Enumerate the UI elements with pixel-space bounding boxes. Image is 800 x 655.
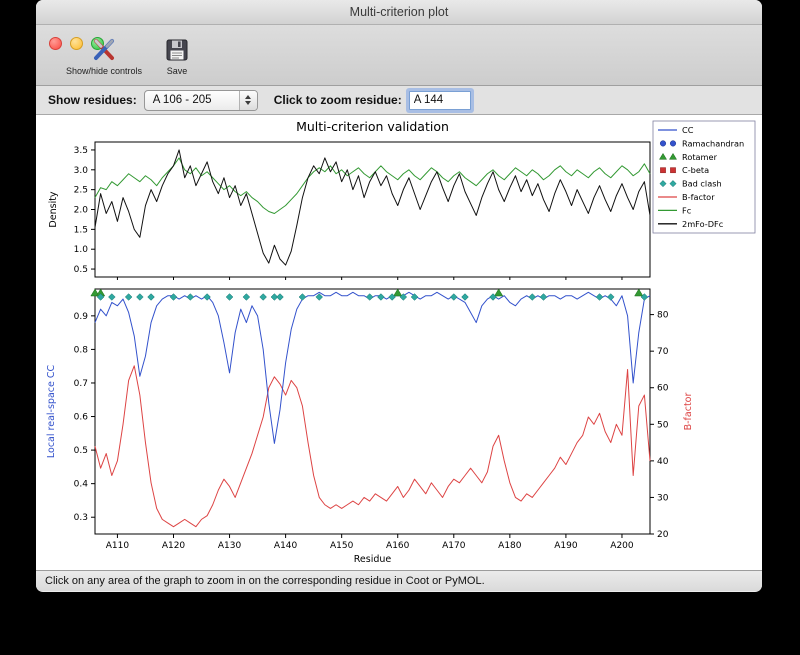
svg-text:1.5: 1.5 bbox=[74, 225, 88, 235]
show-residues-label: Show residues: bbox=[48, 93, 137, 107]
svg-text:50: 50 bbox=[657, 420, 669, 430]
svg-text:0.4: 0.4 bbox=[74, 480, 89, 490]
svg-text:A110: A110 bbox=[106, 541, 130, 551]
plot-panel: Multi-criterion validation 0.5 1.0 1.5 2.0 2.… bbox=[36, 115, 762, 570]
svg-text:0.6: 0.6 bbox=[74, 413, 89, 423]
svg-text:Ramachandran: Ramachandran bbox=[682, 138, 744, 148]
show-hide-controls-label: Show/hide controls bbox=[65, 66, 143, 76]
svg-text:40: 40 bbox=[657, 457, 669, 467]
residue-range-value: A 106 - 205 bbox=[152, 94, 212, 106]
outlier-markers bbox=[90, 288, 649, 301]
window-title: Multi-criterion plot bbox=[349, 5, 449, 19]
svg-text:60: 60 bbox=[657, 384, 669, 394]
svg-text:A160: A160 bbox=[386, 541, 410, 551]
save-button[interactable]: Save bbox=[154, 37, 200, 76]
svg-text:Multi-criterion validation: Multi-criterion validation bbox=[296, 119, 449, 134]
svg-text:2.0: 2.0 bbox=[74, 206, 89, 216]
save-label: Save bbox=[166, 66, 188, 76]
svg-text:1.0: 1.0 bbox=[74, 245, 89, 255]
tools-icon bbox=[94, 39, 114, 60]
close-button[interactable] bbox=[49, 37, 62, 50]
svg-text:80: 80 bbox=[657, 311, 669, 321]
multi-criterion-plot-window: Multi-criterion plot Show/hide controls bbox=[36, 0, 762, 592]
svg-text:20: 20 bbox=[657, 530, 669, 540]
minimize-button[interactable] bbox=[70, 37, 83, 50]
svg-text:A150: A150 bbox=[330, 541, 354, 551]
svg-text:A120: A120 bbox=[162, 541, 186, 551]
svg-text:30: 30 bbox=[657, 493, 669, 503]
svg-text:Local real-space CC: Local real-space CC bbox=[46, 365, 57, 459]
svg-text:CC: CC bbox=[682, 125, 694, 135]
density-plot: 0.5 1.0 1.5 2.0 2.5 3.0 3.5 Density bbox=[48, 141, 651, 280]
zoom-residue-input[interactable] bbox=[408, 90, 471, 110]
status-bar: Click on any area of the graph to zoom i… bbox=[36, 570, 762, 591]
svg-text:C-beta: C-beta bbox=[682, 165, 709, 175]
svg-text:0.5: 0.5 bbox=[74, 265, 88, 275]
svg-text:Rotamer: Rotamer bbox=[682, 152, 718, 162]
legend: CC Ramachandran Rotamer C-beta Bad clash B-fa… bbox=[652, 120, 756, 234]
svg-text:B-factor: B-factor bbox=[683, 393, 694, 431]
svg-text:Fc: Fc bbox=[682, 205, 691, 215]
zoom-residue-label: Click to zoom residue: bbox=[273, 93, 402, 107]
svg-text:70: 70 bbox=[657, 347, 669, 357]
title-bar[interactable]: Multi-criterion plot bbox=[36, 0, 762, 25]
stepper-arrows-icon bbox=[238, 90, 257, 110]
svg-text:A170: A170 bbox=[442, 541, 466, 551]
svg-text:3.5: 3.5 bbox=[74, 146, 88, 156]
multi-criterion-figure[interactable]: Multi-criterion validation 0.5 1.0 1.5 2.0 2.… bbox=[36, 115, 762, 570]
svg-text:0.7: 0.7 bbox=[74, 379, 88, 389]
svg-text:0.8: 0.8 bbox=[74, 345, 89, 355]
svg-text:A140: A140 bbox=[274, 541, 298, 551]
status-text: Click on any area of the graph to zoom i… bbox=[45, 575, 485, 587]
svg-text:Bad clash: Bad clash bbox=[682, 179, 722, 189]
svg-text:0.3: 0.3 bbox=[74, 513, 88, 523]
save-icon bbox=[166, 39, 188, 61]
svg-text:A130: A130 bbox=[218, 541, 242, 551]
svg-text:A200: A200 bbox=[610, 541, 634, 551]
show-hide-controls-button[interactable]: Show/hide controls bbox=[56, 37, 152, 76]
residue-range-select[interactable]: A 106 - 205 bbox=[143, 89, 258, 111]
svg-text:Residue: Residue bbox=[354, 554, 392, 565]
svg-text:2mFo-DFc: 2mFo-DFc bbox=[682, 219, 723, 229]
cc-bfactor-plot: 0.3 0.4 0.5 0.6 0.7 0.8 0.9 20 30 40 50 60 70 80 A110 A… bbox=[46, 288, 694, 565]
svg-text:A190: A190 bbox=[554, 541, 578, 551]
svg-text:A180: A180 bbox=[498, 541, 522, 551]
svg-text:0.5: 0.5 bbox=[74, 446, 88, 456]
svg-text:0.9: 0.9 bbox=[74, 312, 89, 322]
svg-text:Density: Density bbox=[48, 191, 59, 227]
svg-text:2.5: 2.5 bbox=[74, 186, 88, 196]
toolbar: Show/hide controls Save bbox=[36, 25, 762, 86]
controls-bar: Show residues: A 106 - 205 Click to zoom… bbox=[36, 86, 762, 115]
svg-text:B-factor: B-factor bbox=[682, 192, 715, 202]
svg-text:3.0: 3.0 bbox=[74, 166, 89, 176]
